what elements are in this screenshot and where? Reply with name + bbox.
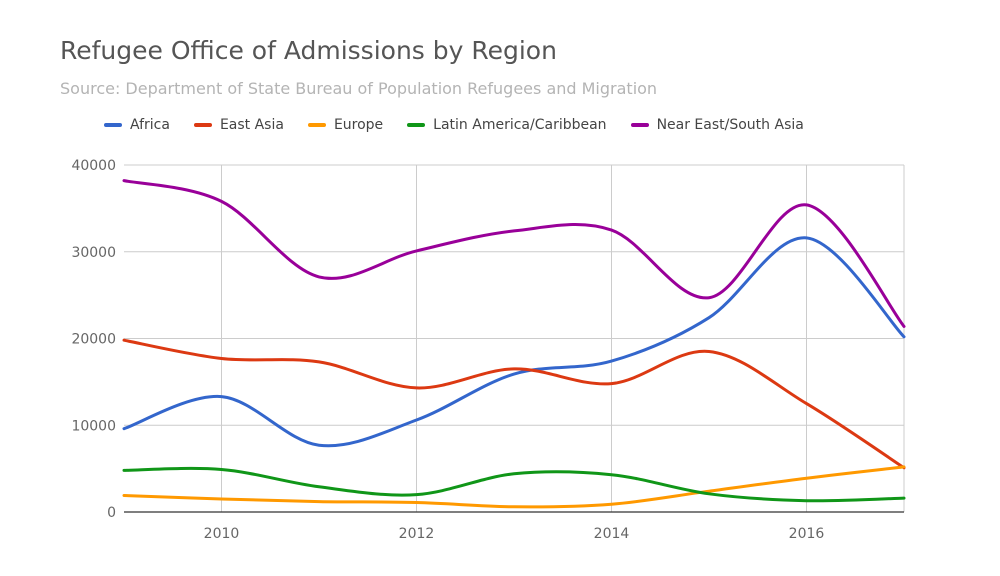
legend-swatch [630,123,649,127]
legend-label: East Asia [219,117,284,133]
y-tick-label: 40000 [71,158,116,174]
series-line-latin-america-caribbean [122,466,906,503]
legend-item: East Asia [193,117,284,133]
legend-swatch [193,123,212,127]
x-tick-label: 2012 [399,526,435,542]
legend-swatch [307,123,326,127]
chart-subtitle: Source: Department of State Bureau of Po… [60,79,658,98]
legend-label: Near East/South Asia [656,117,804,133]
legend-item: Africa [104,117,170,133]
legend-item: Near East/South Asia [630,117,804,133]
chart-title: Refugee Office of Admissions by Region [60,36,557,65]
y-tick-label: 20000 [71,332,116,348]
legend-label: Latin America/Caribbean [433,117,607,133]
legend-swatch [407,123,426,127]
series-line-europe [122,465,906,509]
series-line-africa [122,236,906,448]
legend-label: Europe [333,117,384,133]
legend-item: Latin America/Caribbean [407,117,607,133]
legend-label: Africa [130,117,170,133]
x-tick-label: 2016 [789,526,825,542]
series-line-east-asia [122,338,906,470]
x-tick-label: 2010 [204,526,240,542]
series-line-near-east-south-asia [122,179,906,328]
chart-legend: Africa East Asia Europe Latin America/Carib… [104,117,828,133]
y-tick-label: 30000 [71,245,116,261]
y-tick-label: 10000 [71,418,116,434]
y-tick-label: 0 [107,505,116,521]
x-tick-label: 2014 [594,526,630,542]
legend-item: Europe [307,117,384,133]
legend-swatch [104,123,122,127]
